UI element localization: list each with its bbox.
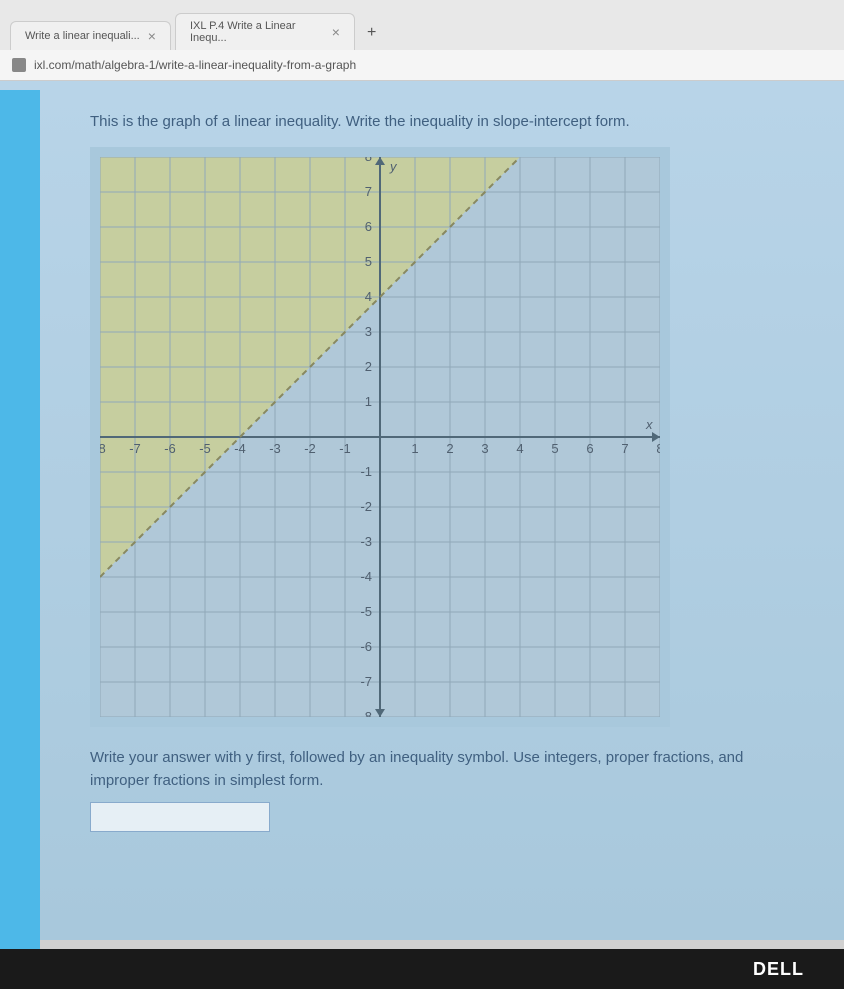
svg-text:-3: -3 — [360, 534, 372, 549]
instruction-bottom: Write your answer with y first, followed… — [90, 747, 804, 792]
svg-text:7: 7 — [621, 441, 628, 456]
svg-text:-8: -8 — [360, 709, 372, 717]
svg-text:8: 8 — [656, 441, 660, 456]
new-tab-button[interactable]: + — [359, 20, 384, 46]
dell-logo: DELL — [753, 959, 804, 980]
svg-text:5: 5 — [551, 441, 558, 456]
svg-text:-7: -7 — [129, 441, 141, 456]
svg-text:2: 2 — [365, 359, 372, 374]
svg-text:-1: -1 — [360, 464, 372, 479]
browser-tab-bar: Write a linear inequali... × IXL P.4 Wri… — [0, 0, 844, 50]
close-icon[interactable]: × — [148, 28, 156, 44]
close-icon[interactable]: × — [332, 24, 340, 40]
tab-label: Write a linear inequali... — [25, 30, 140, 42]
svg-text:6: 6 — [586, 441, 593, 456]
svg-text:3: 3 — [365, 324, 372, 339]
site-icon — [12, 58, 26, 72]
address-bar: ixl.com/math/algebra-1/write-a-linear-in… — [0, 50, 844, 81]
tab-label: IXL P.4 Write a Linear Inequ... — [190, 20, 324, 44]
browser-tab-2[interactable]: IXL P.4 Write a Linear Inequ... × — [175, 13, 355, 50]
svg-text:7: 7 — [365, 184, 372, 199]
svg-text:-1: -1 — [339, 441, 351, 456]
graph-container: -8 -7 -6 -5 -4 -3 -2 -1 1 2 3 4 5 6 7 8 -8 -7 -6 -5 -4 -3 -2 -1… — [90, 147, 670, 727]
svg-text:-7: -7 — [360, 674, 372, 689]
svg-text:-5: -5 — [360, 604, 372, 619]
instruction-top: This is the graph of a linear inequality… — [90, 111, 804, 132]
url-text[interactable]: ixl.com/math/algebra-1/write-a-linear-in… — [34, 58, 356, 72]
coordinate-graph: -8 -7 -6 -5 -4 -3 -2 -1 1 2 3 4 5 6 7 8 -8 -7 -6 -5 -4 -3 -2 -1… — [100, 157, 660, 717]
svg-text:5: 5 — [365, 254, 372, 269]
svg-text:1: 1 — [365, 394, 372, 409]
svg-text:-4: -4 — [234, 441, 246, 456]
svg-text:-8: -8 — [100, 441, 106, 456]
answer-input[interactable] — [90, 802, 270, 832]
svg-text:1: 1 — [411, 441, 418, 456]
laptop-bezel: DELL — [0, 949, 844, 989]
svg-text:3: 3 — [481, 441, 488, 456]
svg-text:8: 8 — [365, 157, 372, 164]
browser-tab-1[interactable]: Write a linear inequali... × — [10, 21, 171, 50]
svg-text:-6: -6 — [164, 441, 176, 456]
svg-text:2: 2 — [446, 441, 453, 456]
svg-text:-2: -2 — [360, 499, 372, 514]
svg-text:-4: -4 — [360, 569, 372, 584]
left-sidebar — [0, 90, 40, 949]
svg-text:x: x — [645, 417, 653, 432]
svg-text:-6: -6 — [360, 639, 372, 654]
svg-text:-2: -2 — [304, 441, 316, 456]
svg-text:-5: -5 — [199, 441, 211, 456]
svg-text:4: 4 — [365, 289, 372, 304]
svg-text:-3: -3 — [269, 441, 281, 456]
svg-text:4: 4 — [516, 441, 523, 456]
content-area: This is the graph of a linear inequality… — [0, 81, 844, 940]
svg-text:6: 6 — [365, 219, 372, 234]
